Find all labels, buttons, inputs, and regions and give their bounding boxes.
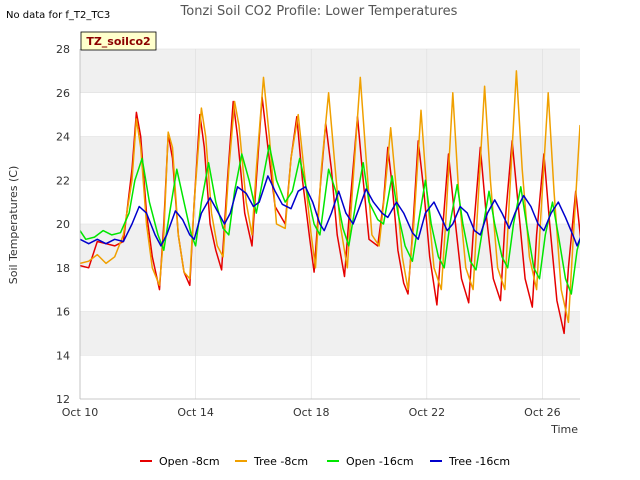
legend-item-2: Open -16cm xyxy=(327,455,414,468)
nodata-note: No data for f_T2_TC3 xyxy=(6,10,110,21)
site-label-box: TZ_soilco2 xyxy=(80,31,157,51)
legend-label: Tree -8cm xyxy=(253,455,308,468)
y-tick-label: 20 xyxy=(56,218,70,231)
y-tick-label: 28 xyxy=(56,43,70,56)
y-tick-label: 18 xyxy=(56,262,70,275)
series-line-1 xyxy=(80,70,580,324)
x-axis-label: Time xyxy=(550,423,578,436)
x-tick-label: Oct 22 xyxy=(409,406,446,419)
site-label: TZ_soilco2 xyxy=(86,35,150,48)
y-tick-label: 26 xyxy=(56,87,70,100)
y-tick-label: 12 xyxy=(56,393,70,406)
legend-item-1: Tree -8cm xyxy=(235,455,308,468)
series-line-3 xyxy=(80,175,580,247)
legend-label: Open -16cm xyxy=(346,455,414,468)
legend-item-0: Open -8cm xyxy=(140,455,220,468)
legend-item-3: Tree -16cm xyxy=(430,455,510,468)
plot-band xyxy=(80,49,580,93)
axes: 12 14 16 18 20 22 24 26 28 Oct 10 Oct 14 Oct 18 Oct … xyxy=(56,43,580,419)
series-layer xyxy=(80,70,580,335)
x-tick-label: Oct 18 xyxy=(293,406,330,419)
x-tick-label: Oct 14 xyxy=(177,406,214,419)
plot-band xyxy=(80,311,580,356)
y-tick-label: 16 xyxy=(56,306,70,319)
legend-label: Open -8cm xyxy=(159,455,220,468)
y-axis-label: Soil Temperatures (C) xyxy=(7,166,20,285)
chart-title: Tonzi Soil CO2 Profile: Lower Temperatur… xyxy=(180,4,458,19)
legend: Open -8cm Tree -8cm Open -16cm Tree -16cm xyxy=(140,455,510,468)
y-tick-label: 24 xyxy=(56,131,70,144)
x-tick-label: Oct 26 xyxy=(524,406,561,419)
y-tick-label: 14 xyxy=(56,349,70,362)
series-line-2 xyxy=(80,144,580,295)
x-tick-label: Oct 10 xyxy=(62,406,99,419)
y-tick-label: 22 xyxy=(56,174,70,187)
legend-label: Tree -16cm xyxy=(448,455,510,468)
